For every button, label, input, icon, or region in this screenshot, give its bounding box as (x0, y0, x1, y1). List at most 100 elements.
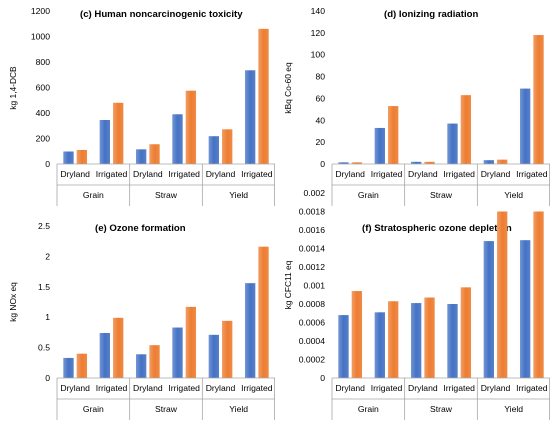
bar (533, 35, 544, 164)
bar (374, 312, 385, 378)
x-subcategory-label: Dryland (133, 383, 163, 393)
x-subcategory-label: Irrigated (241, 169, 273, 179)
x-subcategory-label: Dryland (133, 169, 163, 179)
bar (447, 304, 458, 378)
bar (222, 320, 233, 378)
y-tick-label: 1000 (31, 32, 50, 42)
y-tick-label: 40 (315, 115, 325, 125)
bar (483, 241, 494, 378)
y-tick-label: 0 (45, 159, 50, 169)
x-subcategory-label: Irrigated (371, 383, 403, 393)
bar (497, 159, 508, 164)
bar (424, 297, 435, 378)
x-subcategory-label: Irrigated (516, 383, 548, 393)
y-tick-label: 1.5 (38, 282, 50, 292)
bar (149, 144, 160, 164)
y-tick-label: 0.0018 (299, 207, 326, 217)
bar (338, 315, 349, 378)
y-tick-label: 100 (311, 50, 326, 60)
bar (410, 303, 422, 378)
bar (185, 90, 197, 164)
y-axis-label: kg NOx eq (8, 282, 18, 322)
bar (244, 70, 256, 164)
bar (99, 333, 110, 378)
bar (338, 162, 349, 164)
x-subcategory-label: Irrigated (516, 169, 548, 179)
bar (460, 287, 472, 378)
y-tick-label: 200 (36, 134, 51, 144)
y-tick-label: 600 (36, 83, 51, 93)
bar (172, 114, 183, 164)
y-tick-label: 1 (45, 312, 50, 322)
bar (388, 106, 399, 164)
bar (374, 127, 385, 164)
chart-title: (e) Ozone formation (95, 223, 186, 234)
y-tick-label: 80 (315, 72, 325, 82)
x-subcategory-label: Dryland (206, 169, 236, 179)
x-subcategory-label: Dryland (481, 169, 511, 179)
bar (135, 149, 147, 164)
bar (497, 211, 508, 378)
x-group-label: Grain (83, 190, 104, 200)
y-axis-label: kg CFC11 eq (283, 260, 293, 309)
bar (424, 161, 435, 164)
bar (99, 120, 110, 164)
y-tick-label: 140 (311, 6, 326, 16)
y-tick-label: 2 (45, 251, 50, 261)
y-tick-label: 0 (320, 373, 325, 383)
bar (388, 301, 399, 378)
y-tick-label: 1200 (31, 6, 50, 16)
y-tick-label: 2.5 (38, 221, 50, 231)
chart-panel-3: 0 0.5 1 1.5 2 2.5 kg NOx eq (e) Ozone formation… (8, 221, 275, 420)
y-tick-label: 0.0012 (299, 262, 326, 272)
y-tick-label: 0.0016 (299, 225, 326, 235)
bar (351, 291, 363, 378)
chart-panel-2: 0 20 40 60 80 100 120 140 kBq Co-60 eq (d) Ionizi… (283, 6, 550, 206)
y-tick-label: 0 (45, 373, 50, 383)
y-axis-label: kg 1,4-DCB (8, 66, 18, 110)
x-group-label: Straw (155, 404, 178, 414)
x-group-label: Straw (430, 190, 453, 200)
chart-title: (f) Stratospheric ozone depletion (362, 223, 512, 234)
bar (519, 88, 531, 164)
bar (208, 334, 220, 378)
x-subcategory-label: Dryland (60, 169, 90, 179)
chart-panel-4: 0 0.0002 0.0004 0.0006 0.0008 0.001 0.0012 0.00… (283, 188, 550, 420)
chart-panel-1: 0 200 400 600 800 1000 1200 kg 1,4-DCB (c) Human… (8, 6, 275, 206)
x-subcategory-label: Dryland (60, 383, 90, 393)
x-subcategory-label: Dryland (408, 383, 438, 393)
bar (113, 317, 124, 378)
x-subcategory-label: Dryland (335, 383, 365, 393)
x-subcategory-label: Irrigated (443, 383, 475, 393)
x-group-label: Grain (358, 190, 379, 200)
bar (410, 161, 422, 164)
bar (519, 240, 531, 378)
bar (483, 160, 494, 164)
y-tick-label: 0.0006 (299, 318, 326, 328)
bar (113, 102, 124, 164)
x-group-label: Grain (83, 404, 104, 414)
x-subcategory-label: Irrigated (443, 169, 475, 179)
x-subcategory-label: Irrigated (96, 169, 128, 179)
bar (149, 345, 160, 378)
bar (460, 95, 472, 164)
y-axis-label: kBq Co-60 eq (283, 62, 293, 114)
x-group-label: Yield (504, 404, 523, 414)
bar (63, 357, 74, 378)
bar (447, 123, 458, 164)
bar (185, 306, 197, 378)
x-subcategory-label: Irrigated (371, 169, 403, 179)
bar (258, 246, 269, 378)
bar (76, 149, 88, 164)
x-subcategory-label: Dryland (408, 169, 438, 179)
y-tick-label: 0.0004 (299, 336, 326, 346)
x-subcategory-label: Dryland (481, 383, 511, 393)
bar (533, 211, 544, 378)
x-subcategory-label: Irrigated (241, 383, 273, 393)
bar (76, 353, 88, 378)
x-group-label: Yield (229, 190, 248, 200)
x-subcategory-label: Dryland (335, 169, 365, 179)
bar (208, 136, 220, 164)
x-group-label: Yield (229, 404, 248, 414)
